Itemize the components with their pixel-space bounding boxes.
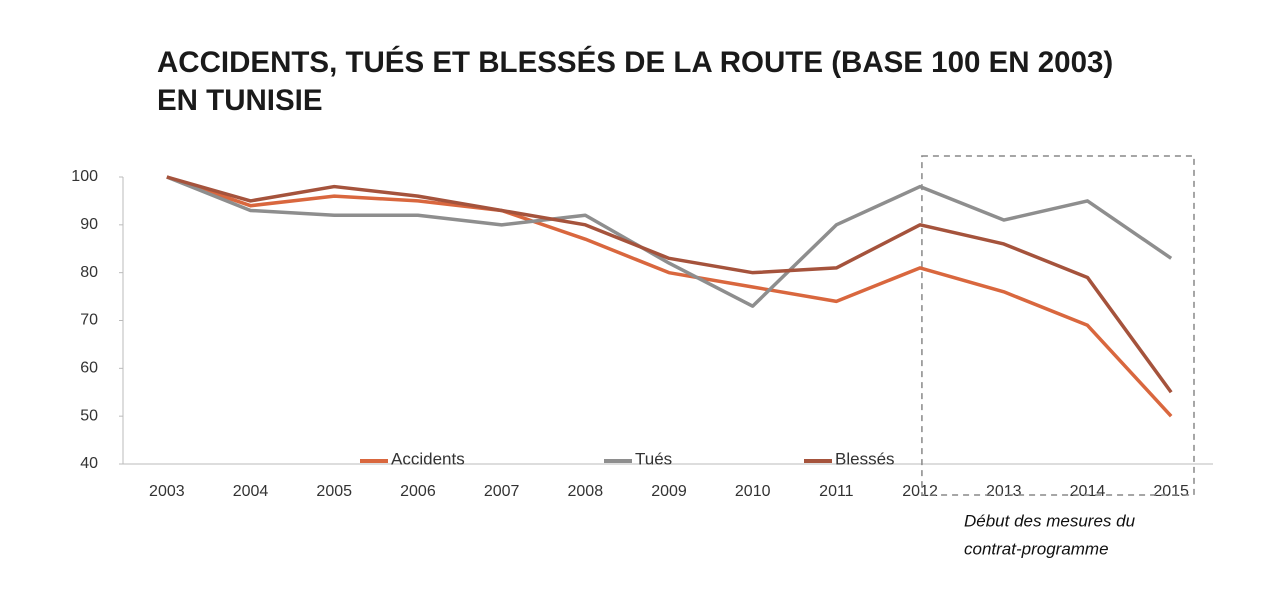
legend-label: Accidents — [391, 449, 465, 468]
x-tick-label: 2014 — [1070, 483, 1106, 500]
x-tick-label: 2015 — [1153, 483, 1189, 500]
y-tick-label: 80 — [80, 264, 98, 281]
x-tick-label: 2013 — [986, 483, 1022, 500]
annotation-text: contrat-programme — [964, 539, 1109, 558]
line-series — [166, 175, 1173, 394]
legend-label: Tués — [635, 449, 672, 468]
x-tick-label: 2003 — [149, 483, 185, 500]
annotation-box — [921, 155, 1195, 496]
y-tick-label: 50 — [80, 407, 98, 424]
line-series — [166, 175, 1173, 308]
y-tick-label: 70 — [80, 312, 98, 329]
y-tick-label: 60 — [80, 360, 98, 377]
line-series — [166, 175, 1173, 418]
x-tick-label: 2009 — [651, 483, 687, 500]
y-tick-label: 40 — [80, 455, 98, 472]
x-tick-label: 2005 — [316, 483, 352, 500]
x-tick-label: 2007 — [484, 483, 520, 500]
x-tick-label: 2008 — [568, 483, 604, 500]
x-tick-label: 2012 — [902, 483, 938, 500]
y-tick-label: 90 — [80, 216, 98, 233]
chart-title: ACCIDENTS, TUÉS ET BLESSÉS DE LA ROUTE (… — [157, 46, 1114, 117]
y-tick-label: 100 — [71, 168, 98, 185]
x-tick-label: 2010 — [735, 483, 771, 500]
annotation-text: Début des mesures du — [964, 511, 1136, 530]
legend-label: Blessés — [835, 449, 895, 468]
x-tick-label: 2006 — [400, 483, 436, 500]
x-tick-label: 2011 — [819, 483, 854, 500]
x-tick-label: 2004 — [233, 483, 269, 500]
